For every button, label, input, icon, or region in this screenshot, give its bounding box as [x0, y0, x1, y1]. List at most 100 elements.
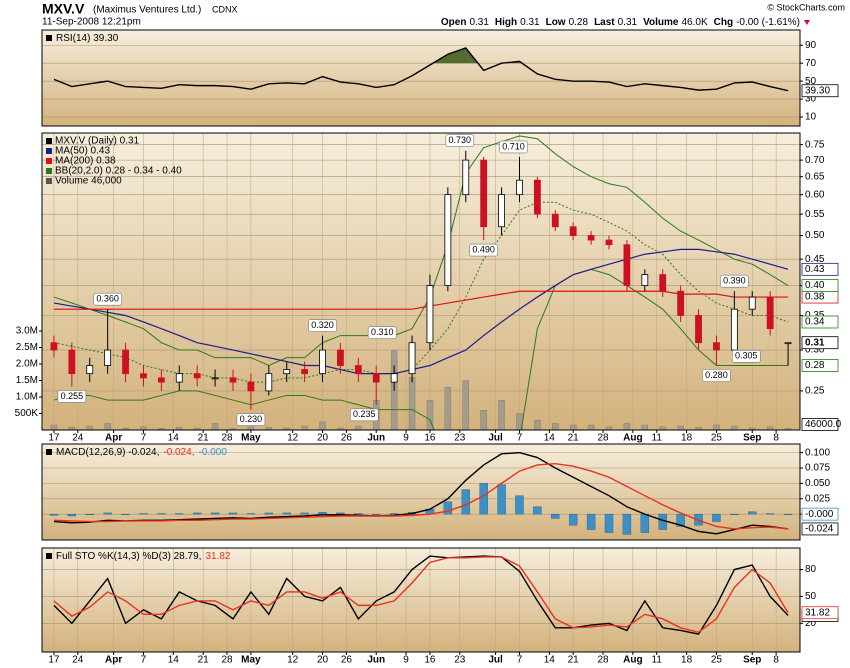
- candle-body: [50, 342, 58, 351]
- volume-bar: [158, 428, 165, 430]
- y-tick-label: 0.025: [805, 493, 830, 504]
- x-tick-label: 16: [424, 433, 436, 444]
- y-tick-label: 80: [805, 564, 817, 575]
- x-tick-label: 14: [544, 433, 556, 444]
- plot-area: [53, 555, 789, 635]
- x-tick-label: 28: [597, 655, 609, 666]
- y-tick-label: 0.30: [805, 345, 825, 356]
- y-tick-label: 0.075: [805, 463, 830, 474]
- y-tick-label: 10: [805, 112, 817, 123]
- annotation-label: 0.390: [723, 276, 746, 286]
- x-tick-label: 11: [652, 655, 663, 666]
- histogram-bar: [336, 512, 345, 515]
- histogram-bar: [783, 513, 793, 515]
- x-tick-label: 24: [72, 655, 84, 666]
- volume-bar: [408, 377, 416, 430]
- x-tick-label: Jul: [488, 433, 503, 444]
- quote: Open 0.31 High 0.31 Low 0.28 Last 0.31 Volume 46.…: [441, 17, 800, 28]
- y-tick-label: 0.60: [805, 189, 825, 200]
- y-tick-label: 50: [805, 591, 817, 602]
- volume-tick-label: 1.5M: [16, 375, 38, 386]
- candle-body: [748, 296, 756, 310]
- value-tag-label: -0.000: [805, 509, 834, 520]
- x-tick-label: 21: [198, 655, 210, 666]
- volume-bar: [713, 424, 720, 430]
- x-tick-label: Sep: [743, 655, 761, 666]
- y-tick-label: 0.45: [805, 254, 825, 265]
- legend-entry: -0.024,: [163, 447, 194, 458]
- annotation-label: 0.280: [705, 370, 728, 380]
- value-tag-label: 0.31: [805, 337, 825, 348]
- candle-body: [319, 349, 326, 375]
- histogram-bar: [658, 513, 667, 530]
- value-tag: [801, 507, 839, 521]
- value-tag-label: 0.28: [805, 360, 825, 371]
- legend: Full STO %K(14,3) %D(3) 28.79, 31.82: [56, 551, 231, 562]
- histogram-bar: [103, 512, 112, 515]
- annotation-box: [93, 292, 122, 306]
- quote-label: Chg: [714, 17, 733, 28]
- legend: MACD(12,26,9) -0.024, -0.024, -0.000: [56, 447, 227, 458]
- candle-body: [390, 373, 398, 383]
- volume-bar: [534, 419, 541, 430]
- histogram-bar: [461, 489, 470, 515]
- annotation-box: [308, 319, 337, 332]
- candle-body: [337, 349, 344, 366]
- quote-value: 46.0K: [681, 17, 707, 28]
- histogram-bar: [157, 513, 166, 515]
- legend-entry: RSI(14) 39.30: [56, 33, 119, 44]
- x-tick-label: 14: [544, 655, 556, 666]
- x-tick-label: 16: [424, 655, 436, 666]
- x-tick-label: 7: [141, 655, 147, 666]
- volume-tick-label: 1.0M: [16, 392, 38, 403]
- quote-value: -0.00 (-1.61%): [736, 17, 800, 28]
- y-tick-label: 30: [805, 94, 817, 105]
- annotation-box: [702, 369, 731, 382]
- annotation-label: 0.305: [735, 351, 758, 361]
- histogram-bar: [676, 513, 685, 527]
- candle-body: [140, 373, 147, 379]
- candle-body: [265, 373, 273, 392]
- x-tick-label: 12: [287, 655, 299, 666]
- histogram-bar: [443, 501, 453, 515]
- candle-body: [444, 194, 452, 286]
- histogram-bar: [264, 512, 274, 515]
- legend-entry: MA(200) 0.38: [55, 156, 116, 167]
- legend-entry: MXV.V (Daily) 0.31: [55, 136, 140, 147]
- annotation-box: [236, 413, 266, 426]
- value-tag-label: 39.30: [805, 85, 830, 96]
- plot-area: [50, 135, 792, 430]
- volume-bar: [731, 425, 738, 430]
- candle-body: [247, 381, 255, 392]
- annotation-box: [469, 243, 498, 257]
- x-tick-label: 14: [168, 655, 180, 666]
- candle-body: [301, 369, 309, 375]
- x-tick-label: 18: [681, 433, 693, 444]
- histogram-bar: [622, 513, 632, 535]
- annotation-label: 0.710: [502, 141, 525, 151]
- quote-label: Open: [441, 17, 467, 28]
- histogram-bar: [497, 484, 506, 515]
- annotation-label: 0.255: [61, 391, 84, 401]
- y-tick-label: 0.75: [805, 139, 825, 150]
- candle-body: [551, 213, 559, 228]
- series-line: [53, 47, 789, 92]
- x-tick-label: 12: [287, 433, 299, 444]
- candle-body: [605, 239, 613, 246]
- annotation-label: 0.310: [371, 327, 394, 337]
- legend-swatch: [46, 148, 52, 154]
- volume-bar: [319, 421, 326, 430]
- y-tick-label: 0.50: [805, 230, 825, 241]
- panel-border: [41, 443, 801, 541]
- legend-swatch: [46, 138, 52, 144]
- candle-body: [730, 308, 738, 351]
- x-tick-label: 26: [341, 433, 353, 444]
- histogram-bar: [640, 513, 650, 533]
- histogram-bar: [765, 513, 775, 515]
- x-tick-label: May: [241, 655, 261, 666]
- volume-bar: [86, 425, 93, 430]
- y-tick-label: 50: [805, 76, 817, 87]
- x-tick-label: 28: [221, 655, 233, 666]
- annotation-label: 0.230: [240, 414, 263, 424]
